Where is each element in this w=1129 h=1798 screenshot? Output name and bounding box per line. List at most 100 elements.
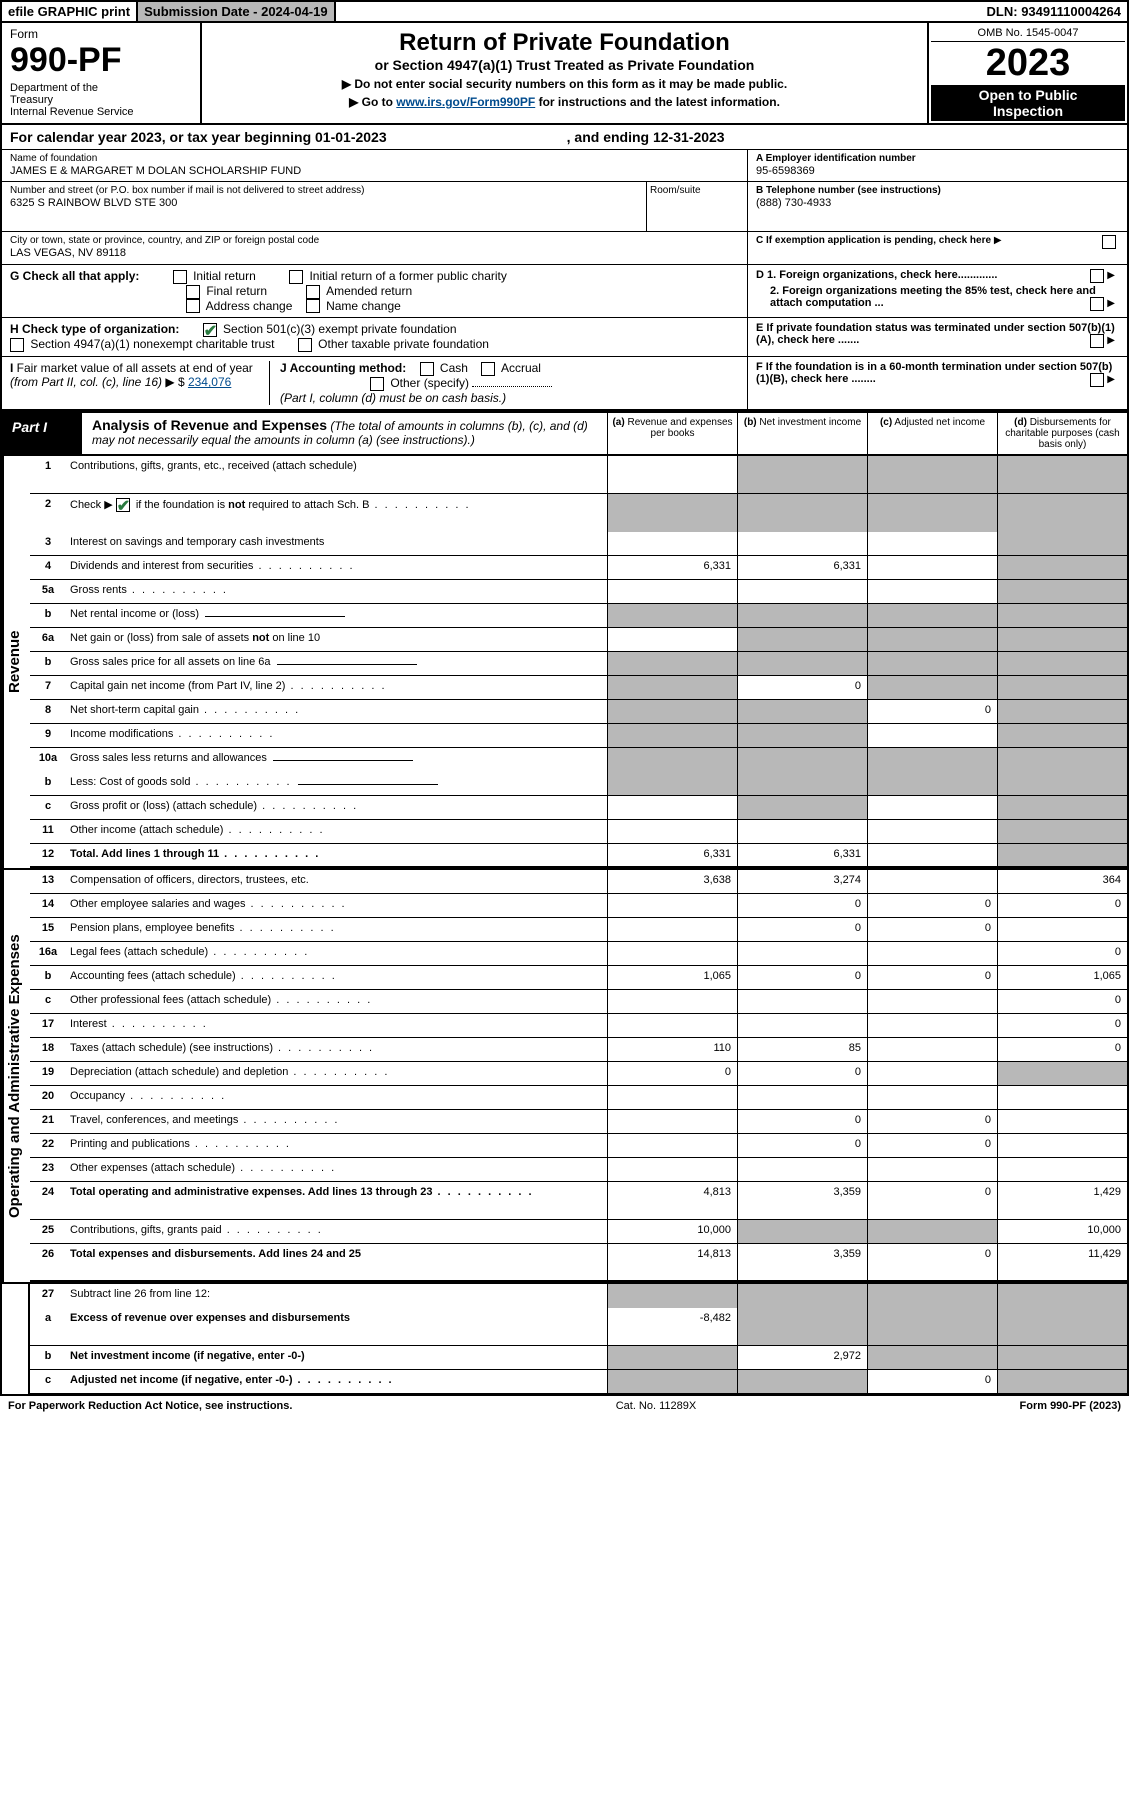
cell-c: [867, 748, 997, 772]
table-row: bNet rental income or (loss): [30, 604, 1127, 628]
line-number: 15: [30, 918, 66, 941]
open-public: Open to PublicInspection: [931, 85, 1125, 121]
checkbox-e[interactable]: [1090, 334, 1104, 348]
line-number: 24: [30, 1182, 66, 1219]
expenses-table: Operating and Administrative Expenses 13…: [0, 870, 1129, 1284]
cell-b: [737, 942, 867, 965]
line-number: 17: [30, 1014, 66, 1037]
line-desc: Excess of revenue over expenses and disb…: [66, 1308, 607, 1345]
line-number: 27: [30, 1284, 66, 1308]
top-bar: efile GRAPHIC print Submission Date - 20…: [0, 0, 1129, 23]
checkbox-501c3[interactable]: [203, 323, 217, 337]
line-number: 8: [30, 700, 66, 723]
line-desc: Interest: [66, 1014, 607, 1037]
table-row: 10aGross sales less returns and allowanc…: [30, 748, 1127, 772]
ein: A Employer identification number 95-6598…: [748, 150, 1127, 182]
form-link[interactable]: www.irs.gov/Form990PF: [396, 95, 535, 109]
line-number: 2: [30, 494, 66, 532]
part1-header: Part I Analysis of Revenue and Expenses …: [0, 411, 1129, 456]
checkbox-other-acct[interactable]: [370, 377, 384, 391]
cell-d: [997, 820, 1127, 843]
table-row: 9Income modifications: [30, 724, 1127, 748]
cell-d: [997, 1308, 1127, 1345]
checkbox-d2[interactable]: [1090, 297, 1104, 311]
table-row: 21Travel, conferences, and meetings00: [30, 1110, 1127, 1134]
checkbox-amended[interactable]: [306, 285, 320, 299]
department: Department of theTreasuryInternal Revenu…: [10, 82, 192, 118]
cell-c: 0: [867, 1182, 997, 1219]
cell-c: 0: [867, 1134, 997, 1157]
cell-a: [607, 1110, 737, 1133]
cell-c: [867, 1062, 997, 1085]
paperwork-notice: For Paperwork Reduction Act Notice, see …: [8, 1400, 292, 1412]
cell-a: [607, 1346, 737, 1369]
cell-a: -8,482: [607, 1308, 737, 1345]
note2: ▶ Go to www.irs.gov/Form990PF for instru…: [208, 95, 921, 109]
checkbox-f[interactable]: [1090, 373, 1104, 387]
checkbox-4947[interactable]: [10, 338, 24, 352]
line-desc: Gross rents: [66, 580, 607, 603]
cell-d: [997, 796, 1127, 819]
cell-c: [867, 580, 997, 603]
cell-d: 0: [997, 990, 1127, 1013]
line-desc: Other employee salaries and wages: [66, 894, 607, 917]
checkbox-name[interactable]: [306, 299, 320, 313]
line-desc: Travel, conferences, and meetings: [66, 1110, 607, 1133]
line-desc: Contributions, gifts, grants, etc., rece…: [66, 456, 607, 493]
line-desc: Other professional fees (attach schedule…: [66, 990, 607, 1013]
cell-a: [607, 748, 737, 772]
checkbox-other-tax[interactable]: [298, 338, 312, 352]
cell-d: 0: [997, 942, 1127, 965]
cell-a: 10,000: [607, 1220, 737, 1243]
cell-b: 0: [737, 918, 867, 941]
table-row: cAdjusted net income (if negative, enter…: [30, 1370, 1127, 1394]
cell-b: [737, 456, 867, 493]
header-center: Return of Private Foundation or Section …: [202, 23, 927, 123]
phone: B Telephone number (see instructions) (8…: [748, 182, 1127, 232]
checkbox-c[interactable]: [1102, 235, 1116, 249]
checkbox-addr[interactable]: [186, 299, 200, 313]
checkbox-initial-former[interactable]: [289, 270, 303, 284]
cell-b: 85: [737, 1038, 867, 1061]
checkbox-accrual[interactable]: [481, 362, 495, 376]
cell-a: [607, 1086, 737, 1109]
line-desc: Other income (attach schedule): [66, 820, 607, 843]
line-number: b: [30, 772, 66, 795]
checkbox-cash[interactable]: [420, 362, 434, 376]
cell-a: 3,638: [607, 870, 737, 893]
cell-b: 0: [737, 894, 867, 917]
line-desc: Check ▶ if the foundation is not require…: [66, 494, 607, 532]
line-desc: Gross sales less returns and allowances: [66, 748, 607, 772]
line-number: 14: [30, 894, 66, 917]
cell-b: 3,359: [737, 1182, 867, 1219]
section-ij-f: I Fair market value of all assets at end…: [0, 357, 1129, 411]
line-number: 22: [30, 1134, 66, 1157]
fmv-link[interactable]: 234,076: [188, 375, 231, 389]
checkbox-d1[interactable]: [1090, 269, 1104, 283]
cell-c: [867, 628, 997, 651]
cell-b: [737, 1284, 867, 1308]
footer: For Paperwork Reduction Act Notice, see …: [0, 1396, 1129, 1416]
cell-d: [997, 676, 1127, 699]
cell-c: 0: [867, 894, 997, 917]
line-desc: Dividends and interest from securities: [66, 556, 607, 579]
cell-a: [607, 990, 737, 1013]
cell-d: [997, 556, 1127, 579]
cell-d: [997, 652, 1127, 675]
cell-c: [867, 456, 997, 493]
checkbox-initial[interactable]: [173, 270, 187, 284]
table-row: 6aNet gain or (loss) from sale of assets…: [30, 628, 1127, 652]
revenue-table: Revenue 1Contributions, gifts, grants, e…: [0, 456, 1129, 870]
cell-b: 0: [737, 966, 867, 989]
table-row: 19Depreciation (attach schedule) and dep…: [30, 1062, 1127, 1086]
table-row: bNet investment income (if negative, ent…: [30, 1346, 1127, 1370]
line-desc: Gross sales price for all assets on line…: [66, 652, 607, 675]
line-desc: Accounting fees (attach schedule): [66, 966, 607, 989]
cell-c: [867, 1220, 997, 1243]
checkbox-final[interactable]: [186, 285, 200, 299]
cell-b: [737, 1086, 867, 1109]
table-row: 14Other employee salaries and wages000: [30, 894, 1127, 918]
line-number: c: [30, 1370, 66, 1393]
line-number: b: [30, 652, 66, 675]
line-desc: Contributions, gifts, grants paid: [66, 1220, 607, 1243]
